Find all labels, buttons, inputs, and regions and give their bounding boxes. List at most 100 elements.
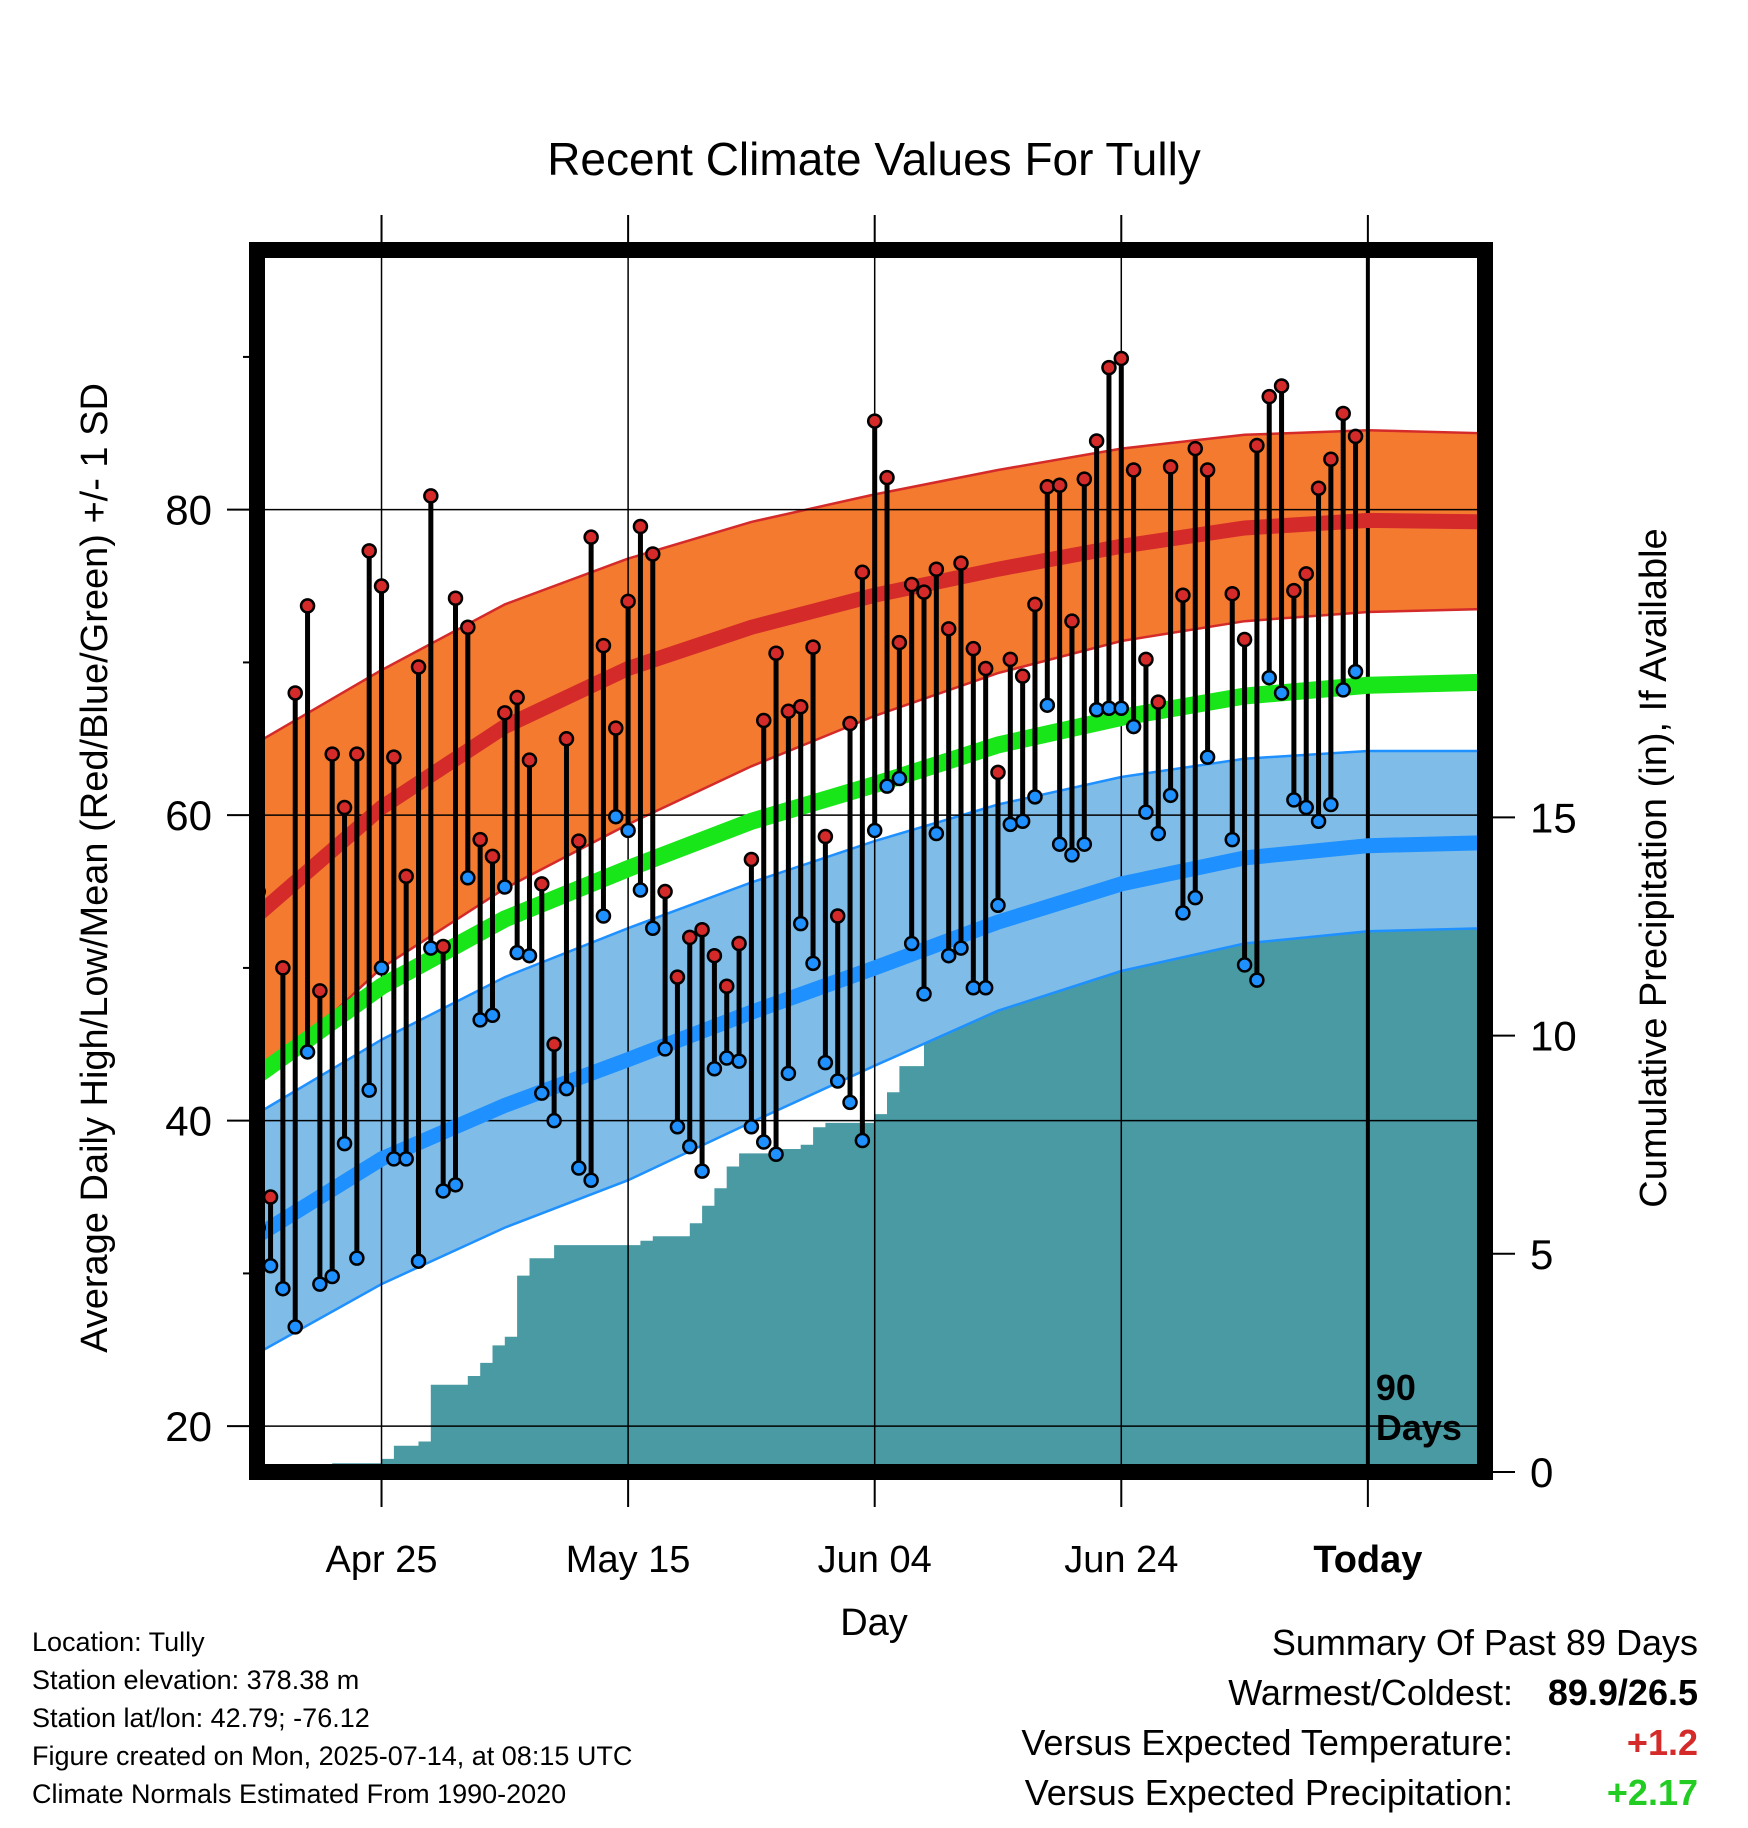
daily-high-point <box>558 731 575 747</box>
daily-low-point <box>521 947 538 964</box>
daily-high-point <box>792 698 809 715</box>
precip-label: Versus Expected Precipitation: <box>1024 1772 1513 1813</box>
daily-low-point <box>903 935 920 952</box>
daily-low-point <box>287 1319 303 1335</box>
daily-high-point <box>1014 668 1031 684</box>
daily-low-point <box>299 1044 316 1060</box>
daily-high-point <box>1236 631 1253 648</box>
precip-area <box>258 834 1485 1472</box>
y2-axis-label: Cumulative Precipitation (in), If Availa… <box>1633 528 1675 1207</box>
daily-low-point <box>682 1138 698 1155</box>
summary-temperature: Versus Expected Temperature: +1.2 <box>1021 1722 1698 1764</box>
x-tick-label: Apr 25 <box>326 1539 438 1581</box>
daily-high-point <box>903 576 920 593</box>
daily-high-point <box>805 639 821 655</box>
daily-high-point <box>1199 462 1216 478</box>
daily-high-point <box>534 876 550 892</box>
daily-high-point <box>1249 437 1265 454</box>
daily-low-point <box>361 1082 377 1098</box>
daily-low-point <box>484 1007 501 1024</box>
daily-high-point <box>1187 440 1204 457</box>
daily-high-point <box>977 660 994 677</box>
daily-low-point <box>1138 804 1154 820</box>
y-tick-label: 60 <box>165 792 212 839</box>
daily-low-point <box>1323 796 1339 813</box>
daily-high-point <box>571 833 587 849</box>
daily-high-point <box>1298 566 1314 582</box>
daily-low-point <box>1310 813 1327 830</box>
daily-low-point <box>534 1085 550 1101</box>
daily-high-point <box>1310 480 1327 497</box>
daily-high-point <box>373 578 390 594</box>
daily-low-point <box>1125 718 1142 735</box>
daily-high-point <box>1002 651 1019 668</box>
y-axis-label: Average Daily High/Low/Mean (Red/Blue/Gr… <box>74 383 116 1353</box>
daily-high-point <box>829 908 846 924</box>
low-normal-line <box>254 835 1486 1242</box>
daily-low-point <box>1261 669 1277 686</box>
daily-high-point <box>336 799 353 816</box>
daily-low-point <box>817 1054 834 1071</box>
daily-low-point <box>546 1112 562 1129</box>
daily-high-point <box>1261 388 1277 405</box>
daily-high-point <box>866 413 883 429</box>
y-tick-label: 20 <box>165 1403 212 1450</box>
daily-low-point <box>435 1183 451 1199</box>
daily-low-point <box>324 1268 340 1285</box>
location-text: Location: Tully <box>32 1627 205 1657</box>
temp-value: +1.2 <box>1626 1722 1698 1763</box>
latlon-text: Station lat/lon: 42.79; -76.12 <box>32 1703 370 1733</box>
daily-low-point <box>879 778 895 794</box>
daily-low-point <box>1335 682 1351 698</box>
daily-high-point <box>965 640 982 657</box>
daily-high-point <box>546 1036 562 1053</box>
daily-low-point <box>571 1160 587 1176</box>
daily-low-point <box>1298 799 1314 816</box>
daily-high-point <box>1076 471 1093 487</box>
daily-high-point <box>1286 582 1302 599</box>
daily-low-point <box>731 1053 747 1069</box>
daily-low-point <box>1027 789 1043 805</box>
daily-low-point <box>583 1172 599 1188</box>
daily-high-point <box>669 969 686 985</box>
daily-low-point <box>1236 957 1253 973</box>
daily-high-point <box>447 590 464 607</box>
daily-high-point <box>1162 459 1179 475</box>
daily-high-point <box>743 851 760 868</box>
daily-high-point <box>657 883 673 900</box>
daily-high-point <box>275 960 291 976</box>
daily-high-point <box>842 715 858 732</box>
y-tick-label: 40 <box>165 1098 212 1145</box>
daily-high-point <box>731 935 747 952</box>
x-tick-label: Jun 04 <box>818 1539 932 1581</box>
elevation-text: Station elevation: 378.38 m <box>32 1665 360 1695</box>
daily-low-point <box>866 822 883 839</box>
daily-high-point <box>953 555 969 571</box>
daily-low-point <box>916 986 932 1002</box>
daily-high-point <box>1088 433 1105 449</box>
daily-high-point <box>817 828 834 845</box>
summary-precipitation: Versus Expected Precipitation: +2.17 <box>1025 1772 1698 1814</box>
daily-low-point <box>1088 702 1105 718</box>
daily-low-point <box>953 940 969 956</box>
daily-high-point <box>608 720 624 736</box>
daily-low-point <box>842 1094 858 1111</box>
daily-high-point <box>262 1189 279 1205</box>
daily-low-point <box>645 920 661 936</box>
daily-low-point <box>1039 697 1056 713</box>
daily-low-point <box>891 770 908 787</box>
daily-high-point <box>990 764 1006 781</box>
daily-high-point <box>1224 585 1240 602</box>
daily-low-point <box>1162 787 1179 804</box>
summary-title: Summary Of Past 89 Days <box>1271 1622 1698 1663</box>
daily-high-point <box>780 703 797 720</box>
daily-high-point <box>361 543 377 559</box>
daily-low-point <box>743 1119 760 1135</box>
temp-label: Versus Expected Temperature: <box>1021 1722 1513 1763</box>
daily-low-point <box>1113 700 1130 716</box>
x-tick-label: Today <box>1313 1539 1422 1581</box>
daily-low-point <box>928 825 945 842</box>
summary-warmest: Warmest/Coldest: 89.9/26.5 <box>1228 1672 1698 1714</box>
daily-high-point <box>1323 451 1339 468</box>
daily-high-point <box>879 469 895 486</box>
